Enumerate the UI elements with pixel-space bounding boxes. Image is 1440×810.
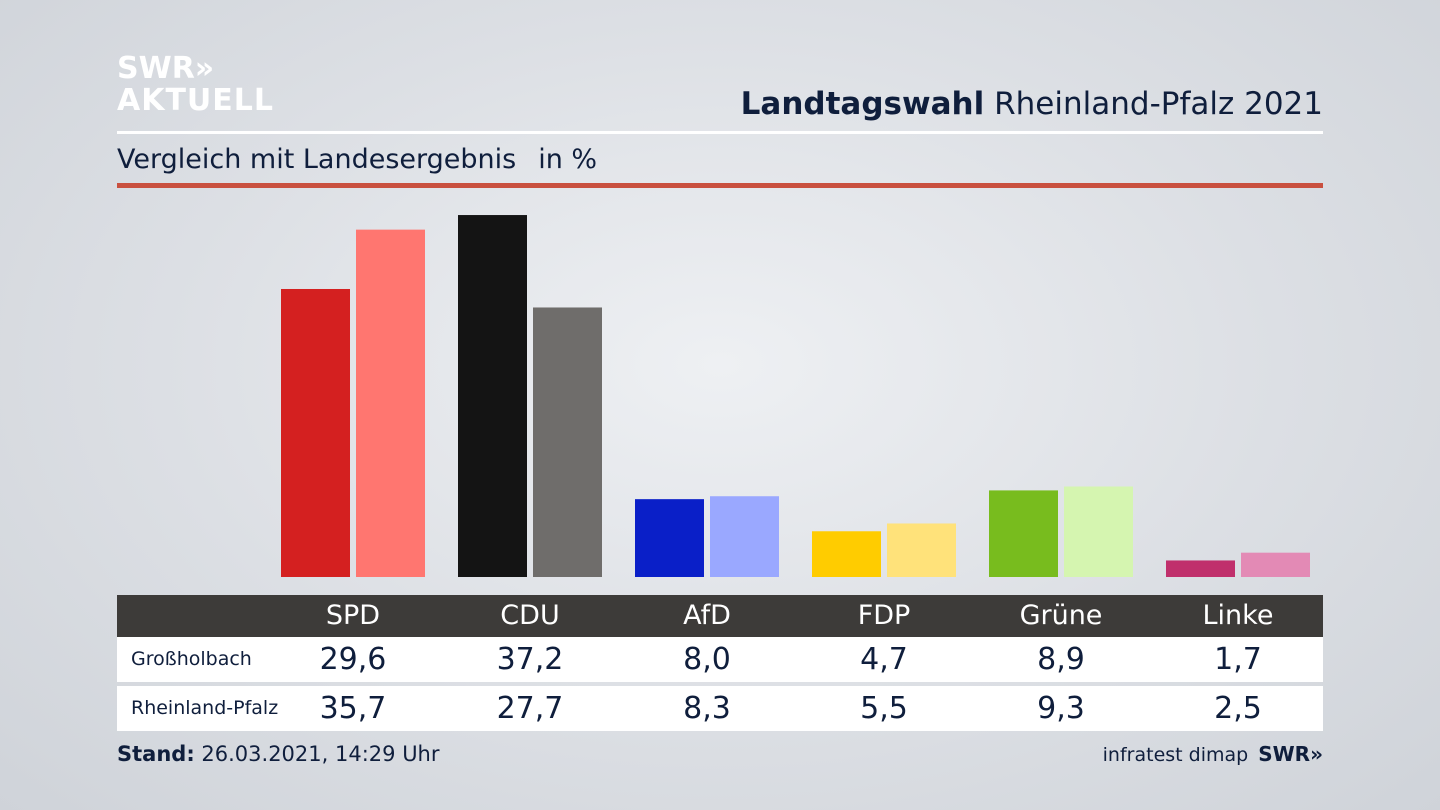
column-header-linke: Linke [1202, 600, 1274, 631]
stand-label: Stand: [117, 742, 195, 766]
value-fdp-grossholbach: 4,7 [860, 642, 908, 677]
swr-footer-logo: SWR» [1258, 742, 1323, 766]
value-afd-rheinland-pfalz: 8,3 [683, 691, 731, 726]
swr-aktuell-logo: SWR» AKTUELL [117, 54, 274, 116]
bar-chart [281, 215, 1310, 578]
logo-line-2: AKTUELL [117, 83, 275, 118]
bar-cdu-grossholbach [458, 215, 527, 577]
table-row: Großholbach 29,6 37,2 8,0 4,7 8,9 1,7 [117, 637, 1323, 682]
column-header-cdu: CDU [500, 600, 560, 631]
bar-fdp-grossholbach [812, 531, 881, 577]
results-table: SPD CDU AfD FDP Grüne Linke Großholbach 29,6 3… [117, 595, 1323, 731]
page-title: Landtagswahl Rheinland-Pfalz 2021 [741, 86, 1323, 122]
row-label: Rheinland-Pfalz [131, 697, 279, 719]
bar-afd-grossholbach [635, 499, 704, 577]
subtitle-unit: in % [538, 144, 598, 175]
column-header-fdp: FDP [857, 600, 911, 631]
value-spd-grossholbach: 29,6 [319, 642, 387, 677]
timestamp: Stand: 26.03.2021, 14:29 Uhr [117, 742, 440, 766]
value-cdu-rheinland-pfalz: 27,7 [496, 691, 564, 726]
row-label: Großholbach [131, 648, 252, 670]
bar-fdp-rheinland-pfalz [887, 523, 956, 577]
title-divider [117, 131, 1323, 134]
source-credit: infratest dimap SWR» [1103, 742, 1323, 766]
logo-line-1: SWR» [117, 51, 215, 86]
title-rest: Rheinland-Pfalz 2021 [994, 86, 1323, 122]
bar-cdu-rheinland-pfalz [533, 307, 602, 577]
source-text: infratest dimap [1102, 744, 1249, 766]
bar-afd-rheinland-pfalz [710, 496, 779, 577]
table-header: SPD CDU AfD FDP Grüne Linke [117, 595, 1323, 637]
value-cdu-grossholbach: 37,2 [496, 642, 564, 677]
value-fdp-rheinland-pfalz: 5,5 [860, 691, 908, 726]
bar-gruene-rheinland-pfalz [1064, 486, 1133, 577]
bar-gruene-grossholbach [989, 490, 1058, 577]
stand-value: 26.03.2021, 14:29 Uhr [201, 742, 440, 766]
column-header-afd: AfD [683, 600, 731, 631]
bar-linke-rheinland-pfalz [1241, 552, 1310, 577]
title-bold: Landtagswahl [740, 86, 985, 122]
column-header-gruene: Grüne [1019, 600, 1103, 631]
bar-spd-grossholbach [281, 288, 350, 577]
value-gruene-grossholbach: 8,9 [1037, 642, 1085, 677]
table-row: Rheinland-Pfalz 35,7 27,7 8,3 5,5 9,3 2,5 [117, 686, 1323, 731]
value-gruene-rheinland-pfalz: 9,3 [1037, 691, 1085, 726]
accent-divider [117, 183, 1323, 188]
bar-spd-rheinland-pfalz [356, 229, 425, 578]
value-linke-rheinland-pfalz: 2,5 [1214, 691, 1262, 726]
column-header-spd: SPD [325, 600, 381, 631]
bar-linke-grossholbach [1166, 560, 1235, 577]
value-spd-rheinland-pfalz: 35,7 [319, 691, 387, 726]
subtitle-text: Vergleich mit Landesergebnis [117, 144, 517, 175]
value-afd-grossholbach: 8,0 [683, 642, 731, 677]
chart-subtitle: Vergleich mit Landesergebnis in % [117, 144, 597, 175]
value-linke-grossholbach: 1,7 [1214, 642, 1262, 677]
